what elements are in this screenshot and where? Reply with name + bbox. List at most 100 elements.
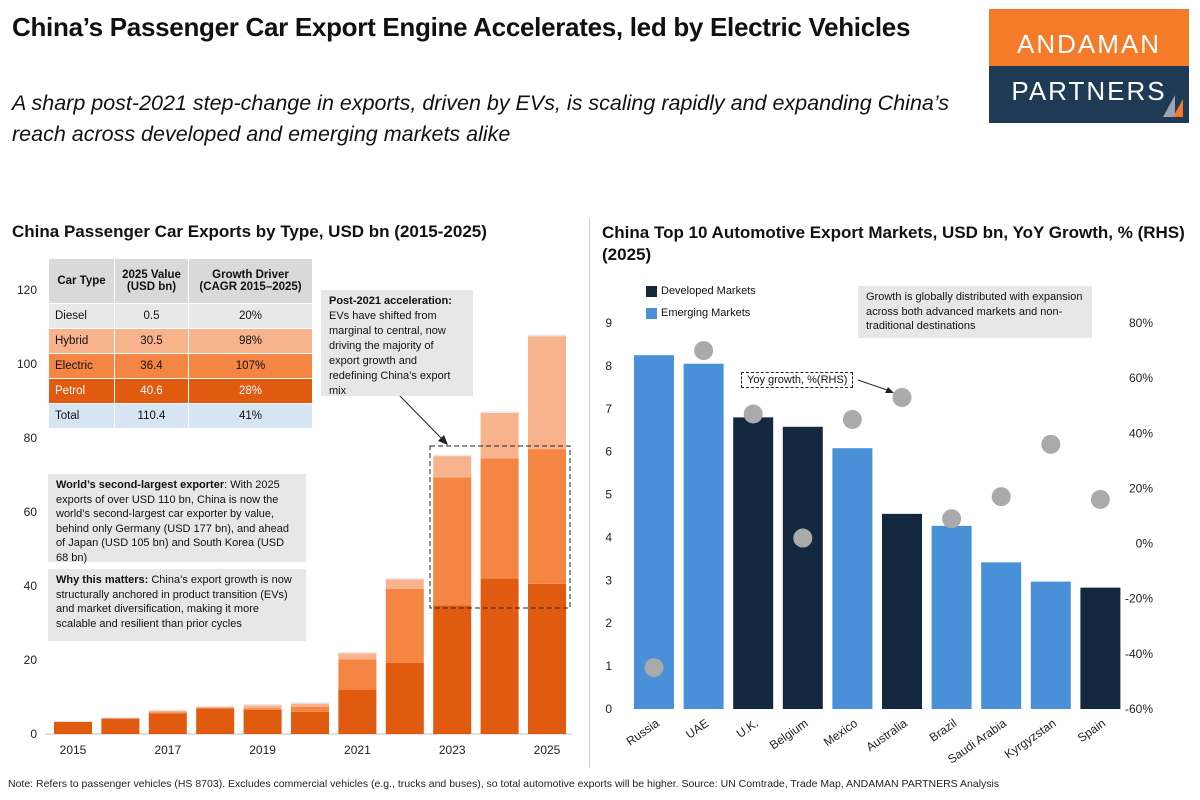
car-type-table: Car Type 2025 Value (USD bn) Growth Driv… [48,258,313,429]
callout-arrowhead-icon [438,435,448,445]
bar-segment-diesel [243,704,282,706]
bar-segment-diesel [101,717,140,719]
table-cell: 107% [188,353,313,379]
yoy-growth-point [743,404,763,424]
bar-segment-diesel [291,702,329,704]
bar-segment-petrol [433,605,472,734]
yoy-growth-point [793,528,813,548]
y-tick-label: 1 [605,659,612,673]
y2-tick-label: 0% [1136,537,1154,551]
table-cell: 30.5 [114,328,189,354]
bar-segment-petrol [54,721,92,734]
bar-segment-hybrid [385,579,424,589]
bar-segment-electric [433,477,472,606]
legend-swatch-emerging [646,307,657,319]
bar-segment-petrol [338,689,377,734]
x-tick-label: Spain [1075,716,1108,745]
bar-segment-diesel [338,651,377,654]
callout-bold: Post-2021 acceleration: [329,295,452,307]
x-tick-label: UAE [683,716,711,742]
legend-item-developed: Developed Markets [646,280,756,302]
bar-segment-petrol [480,578,519,734]
x-tick-label: Australia [863,716,910,754]
bar-segment-diesel [528,334,566,337]
x-tick-label: Brazil [927,716,960,745]
y-tick-label: 100 [17,357,37,371]
callout-text: EVs have shifted from marginal to centra… [329,310,451,397]
legend-label: Developed Markets [661,285,756,297]
y2-tick-label: 40% [1129,426,1153,440]
export-markets-chart: 0 1 2 3 4 5 6 7 8 9 -60% -40% -20% 0% 20% 40% 60% 80% Russ… [605,316,1154,766]
panel-divider [589,218,590,768]
bar-uk [733,417,774,709]
highlight-2023-2025-box [429,445,571,609]
bar-belgium [782,426,823,709]
y2-tick-label: 80% [1129,316,1153,330]
x-tick-label: Kyrgyzstan [1002,716,1059,762]
legend-label: Emerging Markets [661,307,751,319]
yoy-label: Yoy growth, %(RHS) [741,372,854,388]
bar-segment-diesel [54,720,92,722]
yoy-growth-point [942,509,962,529]
table-header-row: Car Type 2025 Value (USD bn) Growth Driv… [48,258,313,304]
bar-segment-diesel [196,705,235,707]
why-matters-bold: Why this matters: [56,574,149,586]
right-chart-title: China Top 10 Automotive Export Markets, … [602,223,1185,264]
y-tick-label: 9 [605,316,612,330]
table-row: Total 110.4 41% [48,403,313,429]
yoy-arrowhead-icon [885,387,894,393]
bar-russia [634,355,674,709]
logo-line2: PARTNERS [989,66,1189,123]
bar-segment-petrol [291,711,329,734]
bar-spain [1080,587,1121,709]
table-cell: 110.4 [114,403,189,429]
legend-item-emerging: Emerging Markets [646,302,756,324]
bar-segment-electric [528,449,566,584]
table-cell: 28% [188,378,313,404]
y2-tick-label: -40% [1125,647,1153,661]
x-tick-label: 2021 [344,743,371,757]
y2-tick-label: -60% [1125,702,1153,716]
table-cell: 98% [188,328,313,354]
bar-segment-diesel [433,454,472,457]
bar-segment-electric [480,458,519,579]
x-tick-label: Russia [624,716,662,749]
x-tick-label: 2019 [249,743,276,757]
bar-segment-petrol [528,583,566,734]
yoy-growth-point [694,341,714,361]
x-tick-label: U.K. [734,716,761,741]
bar-segment-petrol [101,718,140,734]
bar-segment-hybrid [291,703,329,707]
yoy-arrow-line [857,379,891,392]
why-matters-text: China’s export growth is now structurall… [56,574,292,630]
bar-brazil [931,525,972,709]
x-tick-label: 2015 [60,743,87,757]
legend-swatch-developed [646,285,657,297]
table-cell: 41% [188,403,313,429]
bar-segment-diesel [480,411,519,413]
y2-tick-label: 60% [1129,371,1153,385]
y-tick-label: 8 [605,359,612,373]
growth-note-box: Growth is globally distributed with expa… [858,286,1092,338]
logo-line1: ANDAMAN [989,9,1189,66]
bar-segment-hybrid [480,412,519,459]
exporter-note-box: World’s second-largest exporter: With 20… [48,474,306,564]
bar-segment-diesel [148,709,187,711]
bar-segment-petrol [243,709,282,734]
table-cell: Total [48,403,115,429]
table-cell: Petrol [48,378,115,404]
bar-segment-hybrid [243,705,282,709]
y-tick-label: 80 [24,431,38,445]
table-row: Electric 36.4 107% [48,353,313,379]
y-tick-label: 4 [605,530,612,544]
yoy-growth-point [1041,434,1061,454]
bar-segment-electric [291,706,329,712]
yoy-growth-point [1090,489,1110,509]
bar-segment-electric [338,659,377,690]
x-tick-label: 2023 [439,743,466,757]
legend: Developed Markets Emerging Markets [646,280,756,324]
x-tick-label: Belgium [767,716,811,752]
y-tick-label: 60 [24,505,38,519]
footnote: Note: Refers to passenger vehicles (HS 8… [8,778,1000,790]
bar-segment-hybrid [528,336,566,450]
